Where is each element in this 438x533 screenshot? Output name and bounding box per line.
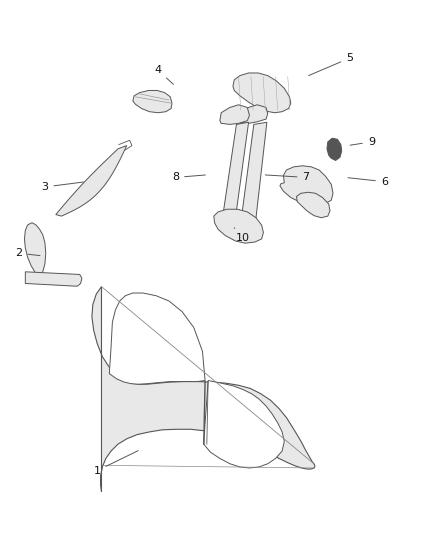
Polygon shape [25,272,82,286]
Text: 1: 1 [94,450,138,475]
Polygon shape [221,224,234,233]
Polygon shape [25,223,46,278]
Text: 4: 4 [155,66,173,84]
Polygon shape [233,73,291,113]
Polygon shape [221,122,249,227]
Polygon shape [110,293,205,384]
Polygon shape [56,146,127,216]
Text: 10: 10 [234,228,250,244]
Polygon shape [214,209,263,243]
Polygon shape [297,192,330,217]
Polygon shape [240,122,267,229]
Text: 5: 5 [309,53,353,76]
Polygon shape [92,287,315,492]
Text: 7: 7 [265,172,310,182]
Text: 2: 2 [15,248,40,259]
Text: 8: 8 [172,172,205,182]
Polygon shape [204,381,284,468]
Polygon shape [280,166,333,205]
Text: 6: 6 [348,176,388,187]
Polygon shape [133,91,172,113]
Polygon shape [239,105,268,123]
Polygon shape [220,105,250,124]
Polygon shape [327,138,342,160]
Polygon shape [240,227,254,236]
Text: 9: 9 [350,137,375,147]
Text: 3: 3 [42,182,84,192]
